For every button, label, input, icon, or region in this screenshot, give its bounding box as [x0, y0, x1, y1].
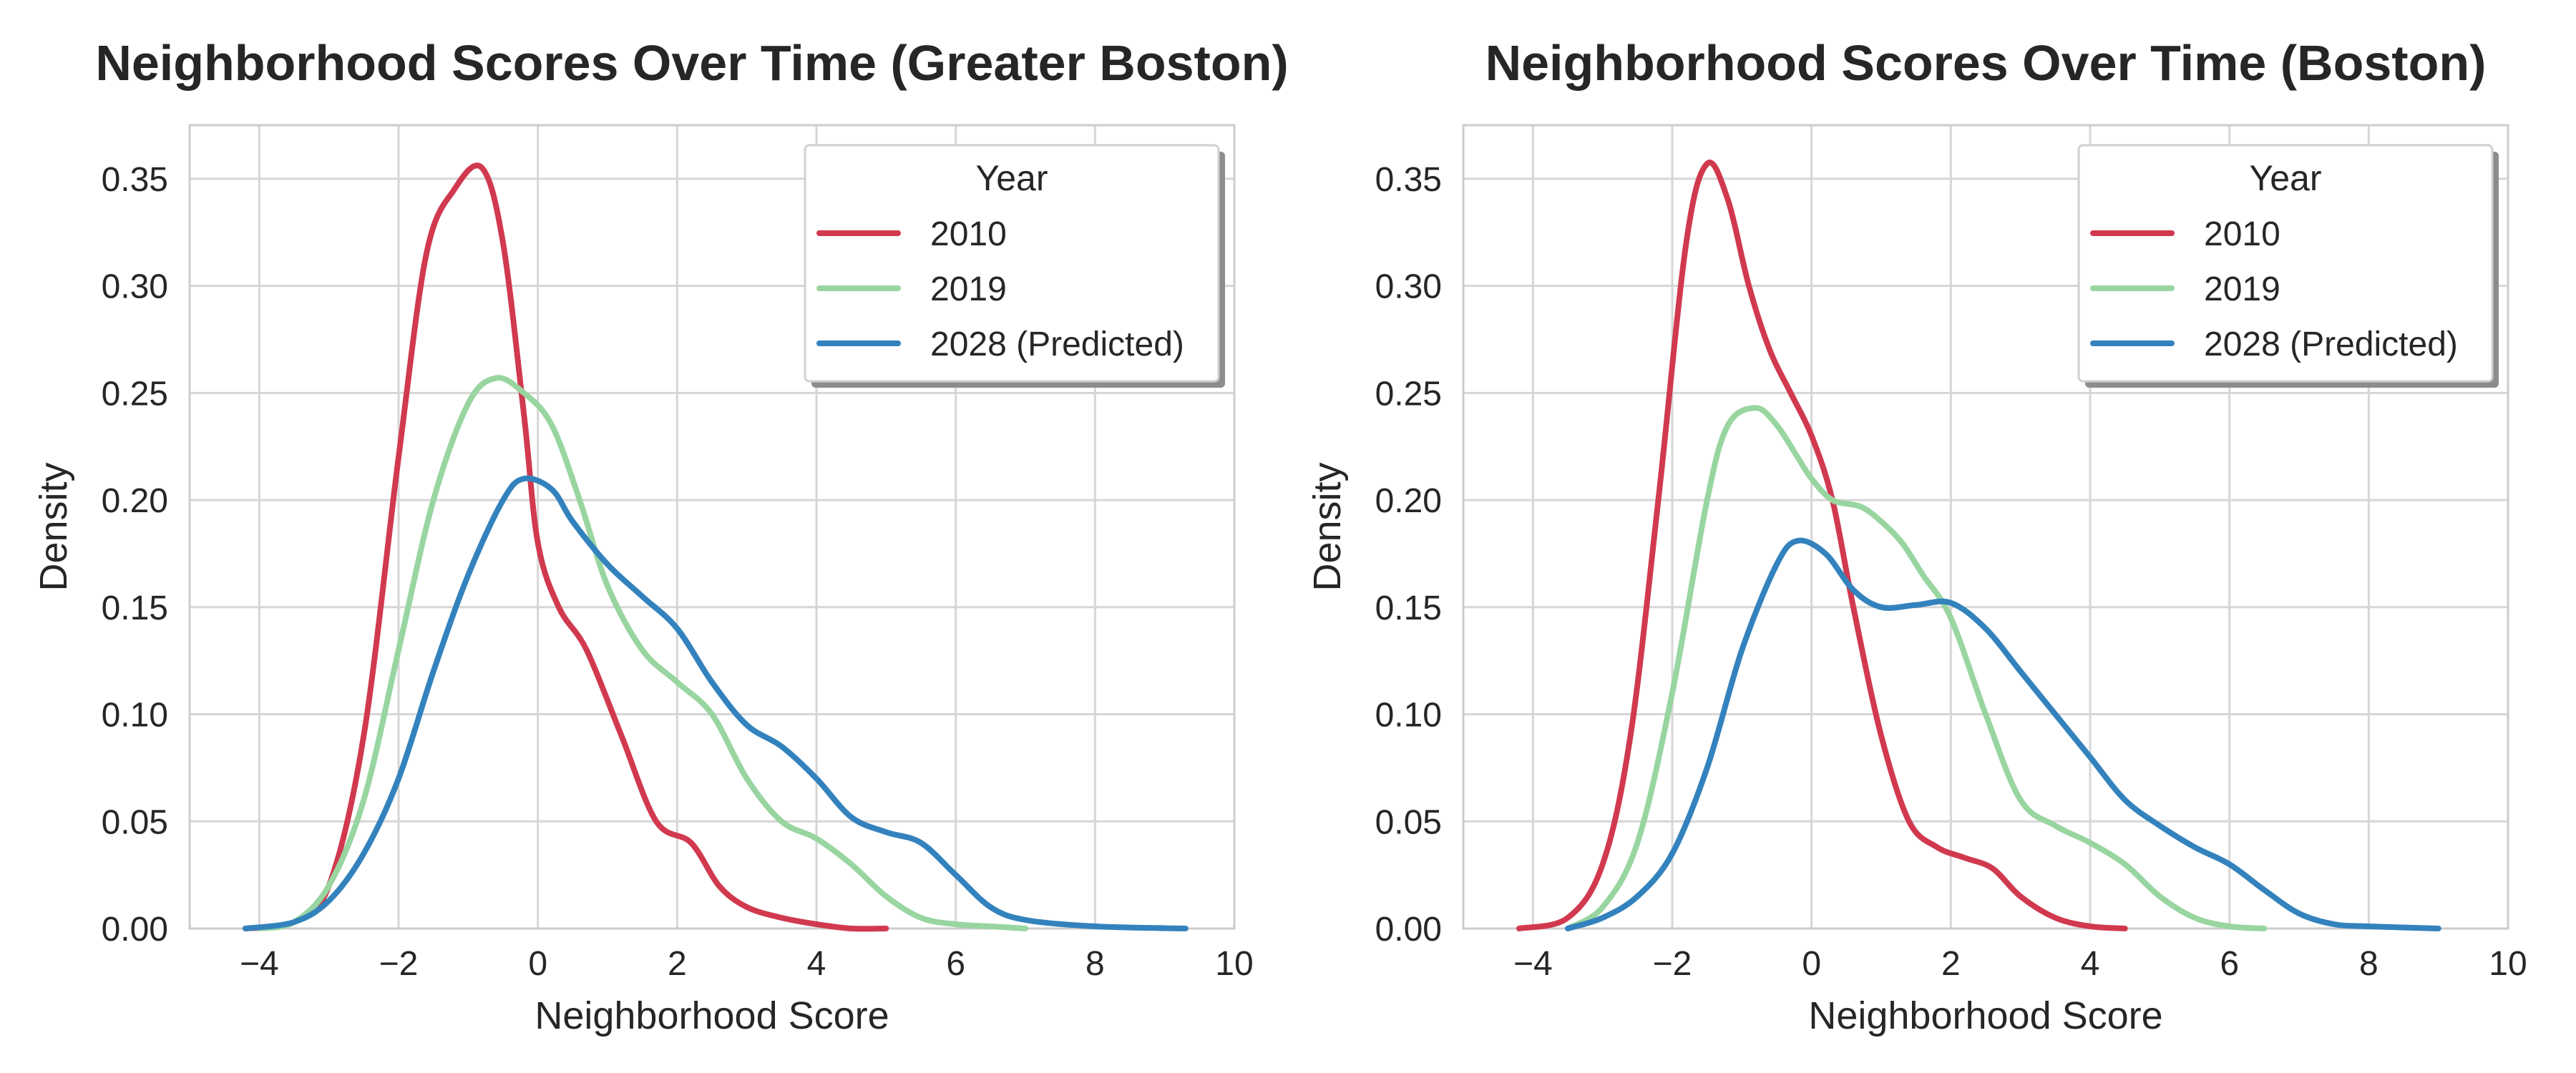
y-tick-label: 0.05	[102, 803, 168, 841]
chart-panel-2: −4 −2 0 2 4 6 8 10 0.00 0.05 0.10 0.15 0.20 0.25 0.30 0…	[1306, 35, 2527, 1037]
legend-title: Year	[2249, 158, 2321, 198]
x-tick-label: 2	[668, 945, 687, 983]
series-line-2019	[256, 375, 1028, 931]
y-tick-label: 0.30	[1375, 268, 1442, 306]
plot-frame	[1462, 124, 2509, 930]
series-line-2019	[1565, 405, 2268, 931]
series-line-2028-predicted	[1565, 537, 2441, 931]
y-tick-label: 0.25	[102, 375, 168, 413]
legend-label-2010: 2010	[2204, 215, 2280, 253]
x-tick-label: 4	[807, 945, 826, 983]
y-axis-label: Density	[1306, 462, 1349, 591]
legend-label-2028-predicted: 2028 (Predicted)	[2204, 325, 2458, 363]
y-tick-label: 0.30	[102, 268, 168, 306]
legend-label-2028-predicted: 2028 (Predicted)	[930, 325, 1184, 363]
y-tick-label: 0.35	[1375, 161, 1442, 199]
y-tick-label: 0.20	[102, 482, 168, 520]
legend-title: Year	[975, 158, 1048, 198]
x-axis-label: Neighborhood Score	[1808, 994, 2162, 1037]
y-tick-label: 0.00	[102, 911, 168, 949]
series-line-2010	[242, 162, 889, 932]
y-axis-label: Density	[32, 462, 75, 591]
legend-label-2019: 2019	[2204, 270, 2280, 308]
legend-box	[2077, 144, 2494, 383]
x-tick-label: −4	[1513, 945, 1553, 983]
y-tick-label: 0.15	[102, 589, 168, 627]
series-line-2010	[1516, 160, 2128, 931]
y-tick-label: 0.20	[1375, 482, 1442, 520]
y-tick-label: 0.35	[102, 161, 168, 199]
x-axis-label: Neighborhood Score	[535, 994, 889, 1037]
legend: Year 2010 2019 2028 (Predicted)	[804, 144, 1225, 388]
plot-frame	[188, 124, 1236, 930]
x-tick-label: 10	[2489, 945, 2527, 983]
x-tick-label: 4	[2081, 945, 2100, 983]
y-tick-label: 0.25	[1375, 375, 1442, 413]
x-tick-label: 0	[528, 945, 547, 983]
x-tick-label: 10	[1215, 945, 1253, 983]
legend: Year 2010 2019 2028 (Predicted)	[2077, 144, 2499, 388]
x-tick-label: 2	[1941, 945, 1961, 983]
x-tick-label: −4	[240, 945, 279, 983]
legend-box	[804, 144, 1220, 383]
x-tick-label: −2	[379, 945, 419, 983]
chart-title: Neighborhood Scores Over Time (Boston)	[1485, 35, 2487, 91]
y-tick-label: 0.15	[1375, 589, 1442, 627]
y-tick-label: 0.05	[1375, 803, 1442, 841]
x-tick-label: 8	[2359, 945, 2379, 983]
x-tick-label: 6	[2220, 945, 2239, 983]
legend-label-2010: 2010	[930, 215, 1007, 253]
x-tick-label: 8	[1085, 945, 1105, 983]
legend-label-2019: 2019	[930, 270, 1007, 308]
y-tick-label: 0.10	[102, 697, 168, 735]
x-tick-label: 6	[946, 945, 965, 983]
x-tick-label: −2	[1653, 945, 1692, 983]
series-line-2028-predicted	[242, 475, 1189, 931]
y-tick-label: 0.10	[1375, 697, 1442, 735]
chart-panel-1: −4 −2 0 2 4 6 8 10 0.00 0.05 0.10 0.15 0.20 0.25 0.30 0…	[32, 35, 1289, 1037]
chart-title: Neighborhood Scores Over Time (Greater B…	[95, 35, 1288, 91]
grid	[1463, 125, 2509, 930]
x-tick-label: 0	[1802, 945, 1821, 983]
y-tick-label: 0.00	[1375, 911, 1442, 949]
